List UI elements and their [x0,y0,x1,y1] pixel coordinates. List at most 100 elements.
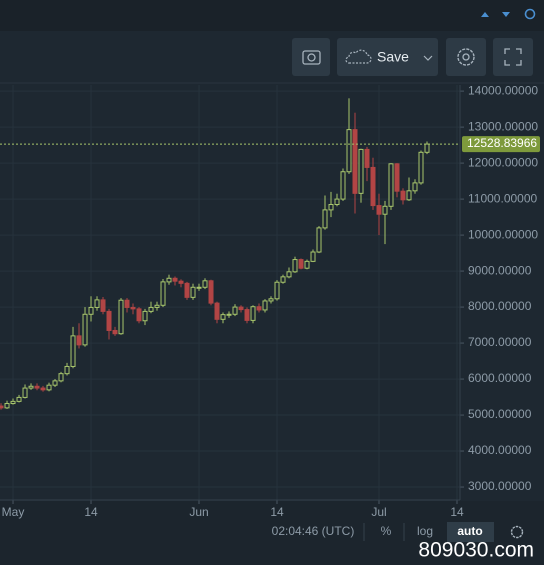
chart-area [0,31,544,501]
gear-icon [457,48,475,66]
candle-body [262,300,268,311]
up-arrow[interactable] [481,12,489,17]
candle-body [220,314,226,320]
y-tick-label: 10000.00000 [468,227,538,241]
candle-body [118,299,124,335]
y-tick-label: 14000.00000 [468,83,538,97]
candle-body [166,277,172,283]
watermark: 809030.com [418,539,534,562]
candle-body [94,299,100,308]
candle-body [160,281,166,306]
candle-body [34,385,40,389]
candle-body [70,335,76,367]
candle-body [196,286,202,289]
candle-body [424,143,430,153]
y-tick-label: 4000.00000 [468,443,532,457]
candle-body [208,280,214,304]
candle-body [256,306,262,311]
y-tick-label: 3000.00000 [468,479,532,493]
candle-body [286,271,292,278]
settings-button[interactable] [446,38,486,76]
y-tick-label: 12000.00000 [468,155,538,169]
camera-lens [307,53,316,62]
x-tick-label: 14 [84,505,98,519]
candle-body [370,166,376,207]
candle-body [178,280,184,284]
y-tick-label: 8000.00000 [468,299,532,313]
candle-body [4,403,10,409]
fullscreen-button[interactable] [493,38,533,76]
candle-body [244,309,250,321]
auto-toggle[interactable]: auto [457,524,482,538]
x-tick-label: 14 [270,505,284,519]
candle-body [226,313,232,316]
refresh-icon[interactable] [524,8,536,20]
plot: 3000.00000 4000.00000 5000.00000 6000.00000… [0,83,540,519]
x-tick-label: Jul [371,505,386,519]
candle-body [100,299,106,312]
auto-highlight [447,522,494,542]
top-bar [0,0,544,31]
save-button[interactable] [337,38,438,76]
x-tick-label: May [2,505,25,519]
candle-body [304,260,310,269]
candle-body [172,277,178,282]
candle-body [0,405,4,409]
log-toggle[interactable]: log [417,524,433,538]
save-dropdown[interactable] [423,55,433,61]
candle-body [202,280,208,288]
candle-body [52,380,58,386]
candle-body [382,205,388,215]
candle-body [346,129,352,173]
x-tick-label: Jun [189,505,208,519]
candle-body [88,306,94,315]
candle-body [142,310,148,322]
candle-body [268,298,274,302]
candle-body [388,163,394,207]
candle-body [328,203,334,211]
percent-toggle[interactable]: % [381,524,392,538]
candle-body [214,302,220,320]
y-tick-label: 11000.00000 [468,191,538,205]
candle-body [400,190,406,201]
candle-body [406,190,412,201]
candle-body [124,299,130,308]
y-tick-label: 5000.00000 [468,407,532,421]
candle-body [58,373,64,382]
candle-body [112,329,118,335]
candle-body [10,400,16,405]
candle-body [136,308,142,322]
y-tick-label: 6000.00000 [468,371,532,385]
candle-body [274,281,280,300]
candle-body [316,227,322,253]
last-price-box [462,136,540,153]
candle-body [322,209,328,229]
candle-body [280,276,286,283]
candle-body [334,198,340,205]
candle-body [40,387,46,391]
last-price-label: 12528.83966 [467,136,537,150]
candle-body [232,306,238,315]
save-label: Save [377,49,409,65]
candle-body [310,251,316,262]
screenshot-button[interactable] [292,38,330,76]
gear-center [462,53,470,61]
candle-body [28,385,34,389]
candle-body [64,365,70,375]
down-arrow[interactable] [502,12,510,17]
candle-body [130,306,136,310]
candle-body [154,304,160,308]
candle-body [82,313,88,346]
candle-body [364,148,370,168]
candle-body [358,148,364,194]
candle-body [16,396,22,402]
y-tick-label: 7000.00000 [468,335,532,349]
candle-body [352,129,358,194]
candle-body [22,387,28,398]
axis-settings[interactable] [510,525,524,539]
candle-body [76,335,82,346]
candle-body [190,286,196,298]
camera-icon [302,50,321,65]
